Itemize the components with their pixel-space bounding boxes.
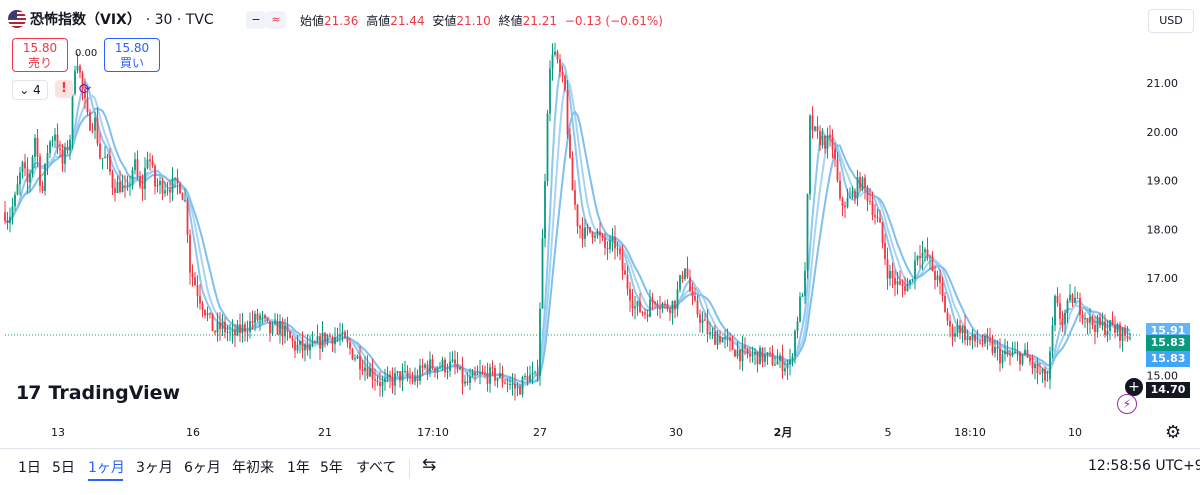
range-1d[interactable]: 1日	[18, 460, 41, 476]
x-tick-label: 5	[885, 426, 892, 439]
x-tick-label: 2月	[774, 426, 793, 439]
compare-pill-button[interactable]: ≈	[266, 11, 286, 29]
moving-average-line	[4, 107, 1131, 384]
x-tick-label: 16	[186, 426, 200, 439]
symbol-interval: · 30 · TVC	[145, 12, 214, 28]
axes: 21.0020.0019.0018.0017.0016.0015.0013162…	[51, 77, 1178, 439]
y-tick-label: 21.00	[1147, 77, 1179, 90]
y-tick-label: 19.00	[1147, 175, 1179, 188]
sell-button[interactable]: 15.80 売り	[12, 38, 68, 72]
alert-icon[interactable]: !	[55, 80, 73, 98]
buy-button[interactable]: 15.80 買い	[104, 38, 160, 72]
price-chart[interactable]: 21.0020.0019.0018.0017.0016.0015.0013162…	[0, 0, 1200, 448]
candles	[4, 42, 1131, 401]
y-tick-label: 20.00	[1147, 126, 1179, 139]
divider	[409, 459, 410, 479]
range-6m[interactable]: 6ヶ月	[184, 460, 221, 476]
us-flag-icon	[8, 10, 26, 28]
lightning-icon[interactable]: ⚡	[1117, 394, 1137, 414]
gear-icon[interactable]: ⚙	[1165, 422, 1182, 443]
x-tick-label: 13	[51, 426, 65, 439]
range-5y[interactable]: 5年	[320, 460, 343, 476]
date-range-icon[interactable]: ⇆	[422, 455, 437, 475]
crosshair-price-label: 14.70	[1146, 382, 1190, 399]
timezone-clock[interactable]: 12:58:56 UTC+9	[1088, 458, 1200, 474]
y-tick-label: 18.00	[1147, 223, 1179, 236]
x-tick-label: 18:10	[954, 426, 986, 439]
range-1y[interactable]: 1年	[287, 460, 310, 476]
range-all[interactable]: すべて	[356, 460, 397, 476]
ma-price-label: 15.83	[1146, 351, 1190, 368]
collapse-button[interactable]: −	[246, 11, 266, 29]
y-tick-label: 17.00	[1147, 272, 1179, 285]
range-ytd[interactable]: 年初来	[232, 460, 274, 476]
symbol-title[interactable]: 恐怖指数（VIX） · 30 · TVC	[30, 12, 214, 28]
tradingview-logo: 17 TradingView	[16, 382, 181, 404]
ohlc-readout: 始値21.36 高値21.44 安値21.10 終値21.21 −0.13 (−…	[300, 14, 663, 28]
y-tick-label: 15.00	[1147, 370, 1179, 383]
indicator-toggle[interactable]: ⌄ 4	[12, 80, 48, 100]
x-tick-label: 17:10	[417, 426, 449, 439]
range-bar: 1日 5日 1ヶ月 3ヶ月 6ヶ月 年初来 1年 5年 すべて ⇆ 12:58:…	[0, 448, 1200, 495]
chevron-down-icon: ⌄	[19, 83, 30, 97]
active-range-indicator	[88, 479, 123, 481]
sync-icon[interactable]: ⟳	[78, 80, 92, 98]
x-tick-label: 10	[1068, 426, 1082, 439]
last-price-label: 15.83	[1146, 335, 1190, 352]
range-5d[interactable]: 5日	[52, 460, 75, 476]
range-3m[interactable]: 3ヶ月	[136, 460, 173, 476]
currency-selector[interactable]: USD	[1148, 9, 1194, 33]
spread-value: 0.00	[75, 48, 98, 59]
x-tick-label: 30	[669, 426, 683, 439]
x-tick-label: 21	[318, 426, 332, 439]
range-1m[interactable]: 1ヶ月	[88, 460, 125, 476]
x-tick-label: 27	[533, 426, 547, 439]
